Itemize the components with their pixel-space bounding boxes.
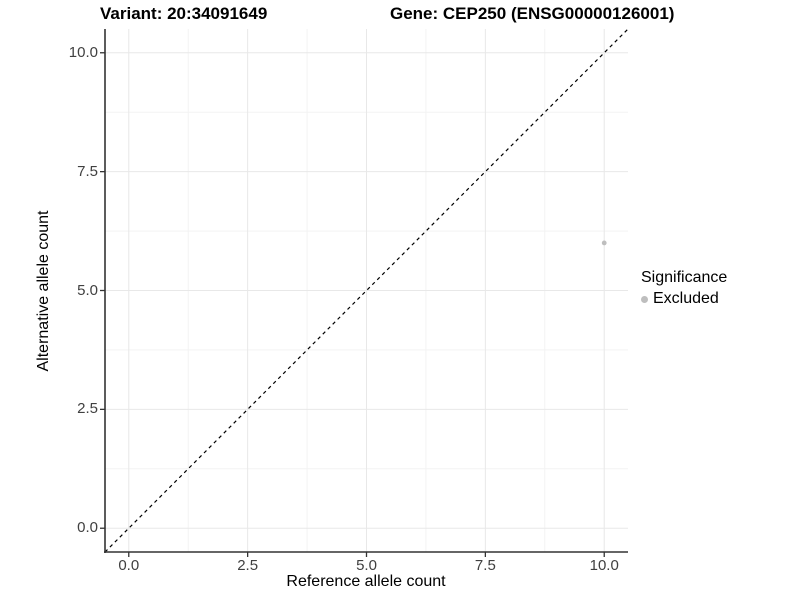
y-tick-label: 10.0 <box>68 43 98 61</box>
y-tick-label: 0.0 <box>77 519 98 537</box>
legend-item-label: Excluded <box>653 290 719 307</box>
y-tick-label: 5.0 <box>77 281 98 299</box>
x-tick-label: 0.0 <box>118 557 140 574</box>
identity-dashed-line <box>104 28 629 553</box>
x-tick-label: 5.0 <box>356 557 377 574</box>
data-point <box>601 240 607 246</box>
plot-title-variant: Variant: 20:34091649 <box>100 4 268 23</box>
x-axis-title: Reference allele count <box>286 573 446 590</box>
legend-key-dot-icon <box>641 295 648 303</box>
x-tick-label: 7.5 <box>474 557 496 574</box>
legend-title: Significance <box>641 269 728 286</box>
legend: Significance Excluded <box>641 269 727 308</box>
y-tick-label: 7.5 <box>77 162 98 180</box>
y-tick-label: 2.5 <box>77 400 98 418</box>
x-tick-label: 10.0 <box>589 557 619 574</box>
y-axis-title: Alternative allele count <box>35 210 52 372</box>
x-tick-label: 2.5 <box>237 557 259 574</box>
legend-item-excluded: Excluded <box>641 290 727 308</box>
plot-title-gene: Gene: CEP250 (ENSG00000126001) <box>390 4 675 23</box>
